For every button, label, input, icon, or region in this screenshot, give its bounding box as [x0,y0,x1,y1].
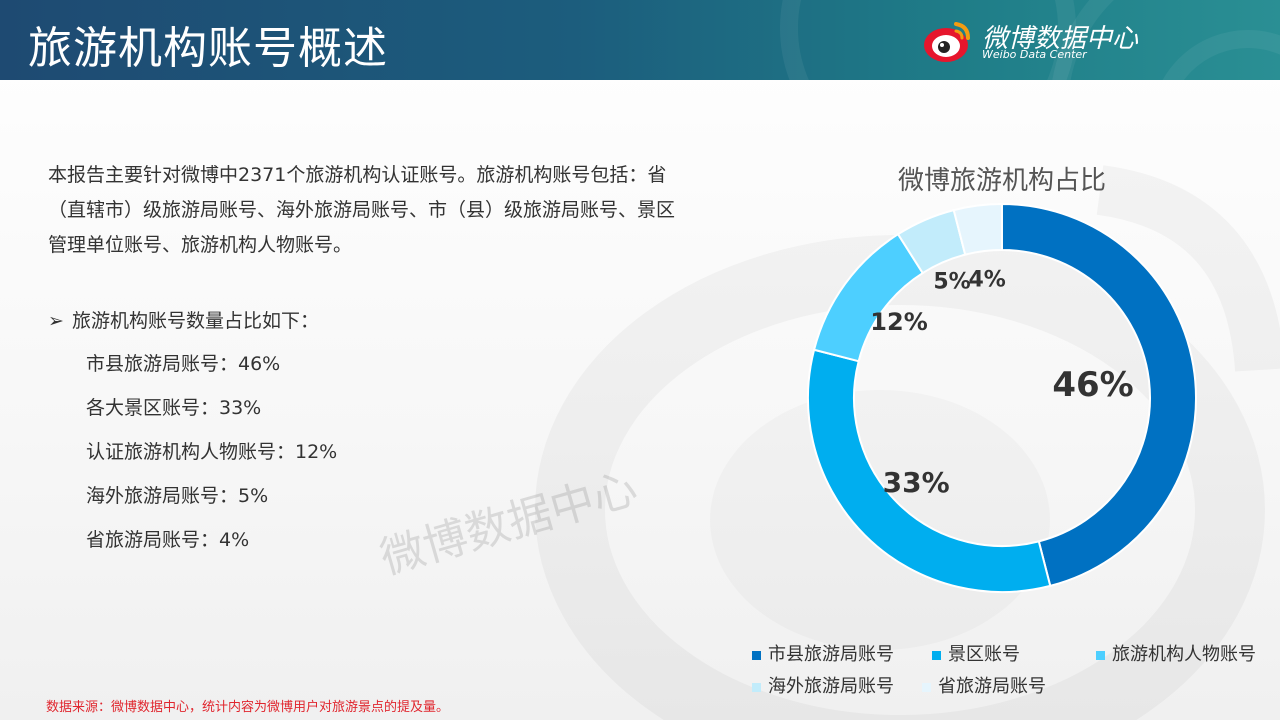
chart-title: 微博旅游机构占比 [898,166,1107,196]
page-title: 旅游机构账号概述 [28,23,388,74]
donut-label-1: 33% [883,466,950,499]
list-item: 各大景区账号：33% [86,397,262,419]
bullet-heading-text: 旅游机构账号数量占比如下： [72,310,320,332]
donut-label-3: 5% [933,270,970,295]
donut-chart: 46% 33% 12%5%4% [807,202,1197,593]
brand-subtitle: Weibo Data Center [982,48,1087,61]
brand-name: 微博数据中心 [982,24,1139,54]
share-list: 市县旅游局账号：46% 各大景区账号：33% 认证旅游机构人物账号：12% 海外… [86,344,337,564]
header-banner: 旅游机构账号概述 微博数据中心 Weibo Data Center [0,0,1280,80]
list-item: 海外旅游局账号：5% [86,485,269,507]
legend-item-4: 省旅游局账号 [922,672,1046,698]
intro-paragraph: 本报告主要针对微博中2371个旅游机构认证账号。旅游机构账号包括：省（直辖市）级… [48,164,676,256]
legend-label: 旅游机构人物账号 [1112,644,1256,665]
legend-swatch [932,650,941,660]
legend-label: 景区账号 [948,644,1020,665]
legend-swatch [1096,650,1105,660]
legend-swatch [752,682,761,692]
donut-label-0: 46% [1052,365,1133,405]
donut-slice-4 [952,202,1003,256]
donut-label-4: 4% [968,268,1005,293]
legend-item-0: 市县旅游局账号 [752,640,894,666]
list-item: 省旅游局账号：4% [86,529,250,551]
legend-label: 市县旅游局账号 [768,644,894,665]
list-item: 认证旅游机构人物账号：12% [86,441,338,463]
legend-item-3: 海外旅游局账号 [752,672,894,698]
legend-swatch [752,650,761,660]
brand-logo: 微博数据中心 Weibo Data Center [920,16,1180,66]
legend-label: 海外旅游局账号 [768,676,894,697]
source-footnote: 数据来源：微博数据中心，统计内容为微博用户对旅游景点的提及量。 [46,700,450,715]
legend-swatch [922,682,931,692]
legend-item-1: 景区账号 [932,640,1020,666]
donut-label-2: 12% [870,308,927,336]
donut-slice-2 [812,232,925,363]
weibo-eye-icon [924,22,970,62]
legend-item-2: 旅游机构人物账号 [1096,640,1256,666]
bullet-heading: ➢ 旅游机构账号数量占比如下： [48,306,319,333]
donut-slice-0 [1001,202,1197,588]
list-item: 市县旅游局账号：46% [86,353,281,375]
arrow-right-icon: ➢ [48,310,64,332]
legend-label: 省旅游局账号 [938,676,1046,697]
